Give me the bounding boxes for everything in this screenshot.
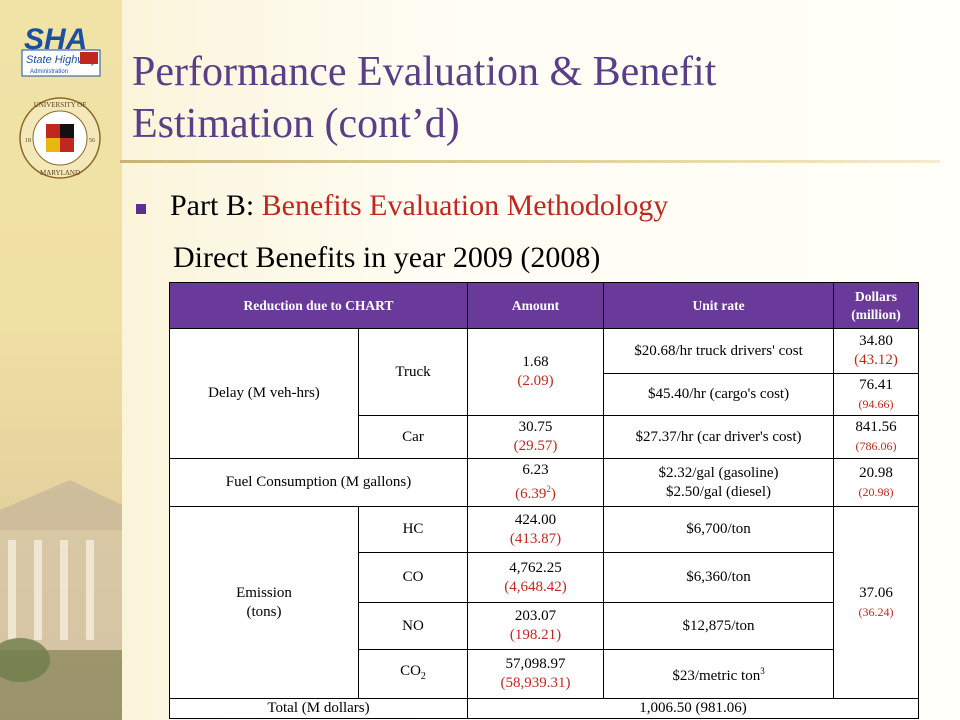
truck-rate-cargo: $45.40/hr (cargo's cost) [603, 373, 835, 416]
svg-text:Administration: Administration [30, 69, 68, 75]
direct-benefits-subtitle: Direct Benefits in year 2009 (2008) [173, 241, 601, 274]
title-line-1: Performance Evaluation & Benefit [132, 49, 717, 95]
table-row: Emission (tons) HC 424.00 (413.87) $6,700/… [169, 506, 920, 699]
svg-text:18: 18 [25, 138, 31, 144]
part-b-prefix: Part B: [170, 189, 262, 222]
emission-label: Emission (tons) [169, 506, 359, 699]
truck-dollars-cargo: 76.41 (94.66) [833, 373, 920, 416]
truck-rate-drivers: $20.68/hr truck drivers' cost [603, 328, 835, 374]
table-row: Fuel Consumption (M gallons) 6.23 (6.392)… [168, 458, 920, 507]
no-amount: 203.07 (198.21) [467, 602, 605, 650]
co-amount: 4,762.25 (4,648.42) [467, 552, 605, 603]
svg-text:56: 56 [89, 138, 95, 144]
table-row: CO 4,762.25 (4,648.42) $6,360/ton [170, 552, 919, 603]
co-rate: $6,360/ton [603, 552, 835, 603]
fuel-rate: $2.32/gal (gasoline) $2.50/gal (diesel) [603, 458, 835, 507]
table-row: NO 203.07 (198.21) $12,875/ton [170, 602, 919, 650]
title-divider [120, 160, 940, 163]
umd-seal: UNIVERSITY OF MARYLAND 18 56 [19, 97, 101, 179]
header-unit-rate: Unit rate [603, 282, 835, 329]
truck-amount: 1.68 (2.09) [467, 328, 605, 416]
benefits-table: Reduction due to CHART Amount Unit rate … [168, 282, 920, 719]
part-b-highlight: Benefits Evaluation Methodology [261, 189, 669, 222]
title-line-2: Estimation (cont’d) [132, 101, 460, 147]
co2-amount: 57,098.97 (58,939.31) [467, 649, 605, 699]
slide-title: Performance Evaluation & Benefit Estimat… [132, 46, 932, 150]
hc-rate: $6,700/ton [603, 506, 835, 553]
campus-building-photo [0, 360, 122, 720]
fuel-dollars: 20.98 (20.98) [833, 458, 920, 507]
fuel-amount: 6.23 (6.392) [467, 458, 605, 507]
part-b-heading: Part B: Benefits Evaluation Methodology [170, 186, 668, 226]
car-rate: $27.37/hr (car driver's cost) [603, 415, 835, 459]
sha-logo: SHA State Highway Administration [21, 23, 101, 77]
hc-label: HC [357, 506, 469, 553]
hc-amount: 424.00 (413.87) [467, 506, 605, 553]
table-row: Delay (M veh-hrs) Truck 1.68 (2.09) $20.6… [169, 328, 920, 459]
svg-text:UNIVERSITY OF: UNIVERSITY OF [34, 101, 87, 109]
fuel-label: Fuel Consumption (M gallons) [168, 458, 469, 507]
sidebar-decoration: SHA State Highway Administration UNIVERS… [0, 0, 122, 720]
header-dollars: Dollars (million) [833, 282, 920, 329]
car-amount: 30.75 (29.57) [467, 415, 605, 459]
truck-dollars-drivers: 34.80 (43.12) [833, 328, 920, 374]
delay-label: Delay (M veh-hrs) [169, 328, 359, 459]
total-value: 1,006.50 (981.06) [467, 698, 920, 719]
bullet-square-icon [136, 204, 146, 214]
table-header-row: Reduction due to CHART Amount Unit rate … [168, 282, 920, 329]
car-dollars: 841.56 (786.06) [833, 415, 920, 459]
table-row: Car 30.75 (29.57) $27.37/hr (car driver's… [170, 415, 920, 459]
svg-text:MARYLAND: MARYLAND [40, 169, 80, 177]
car-label: Car [357, 415, 469, 459]
truck-label: Truck [357, 328, 469, 416]
co2-rate: $23/metric ton3 [603, 649, 835, 699]
no-rate: $12,875/ton [603, 602, 835, 650]
table-row: Total (M dollars) 1,006.50 (981.06) [168, 698, 920, 719]
no-label: NO [357, 602, 469, 650]
header-amount: Amount [467, 282, 605, 329]
co2-label: CO2 [357, 649, 469, 699]
total-label: Total (M dollars) [168, 698, 469, 719]
emission-dollars: 37.06 (36.24) [833, 506, 920, 699]
header-reduction: Reduction due to CHART [168, 282, 469, 329]
table-row: $45.40/hr (cargo's cost) 76.41 (94.66) [170, 373, 920, 416]
co-label: CO [357, 552, 469, 603]
sha-logo-text: SHA [24, 23, 87, 56]
